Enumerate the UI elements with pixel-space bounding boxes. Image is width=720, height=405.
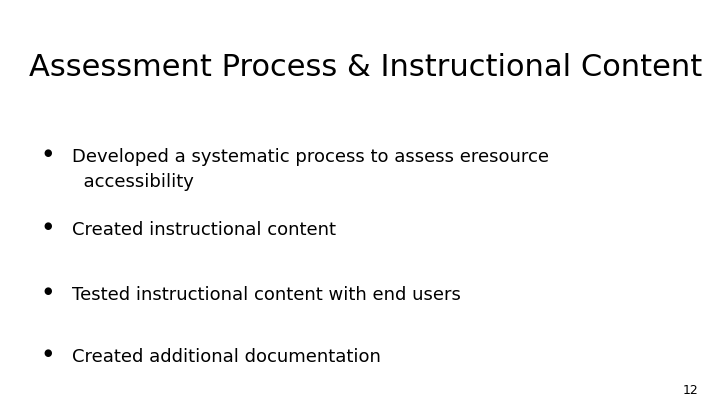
- Text: Created additional documentation: Created additional documentation: [72, 348, 381, 366]
- Text: Assessment Process & Instructional Content: Assessment Process & Instructional Conte…: [29, 53, 702, 82]
- Text: Tested instructional content with end users: Tested instructional content with end us…: [72, 286, 461, 303]
- Text: ●: ●: [43, 221, 52, 231]
- Text: ●: ●: [43, 148, 52, 158]
- Text: Developed a systematic process to assess eresource
  accessibility: Developed a systematic process to assess…: [72, 148, 549, 191]
- Text: Created instructional content: Created instructional content: [72, 221, 336, 239]
- Text: ●: ●: [43, 286, 52, 296]
- Text: ●: ●: [43, 348, 52, 358]
- Text: 12: 12: [683, 384, 698, 397]
